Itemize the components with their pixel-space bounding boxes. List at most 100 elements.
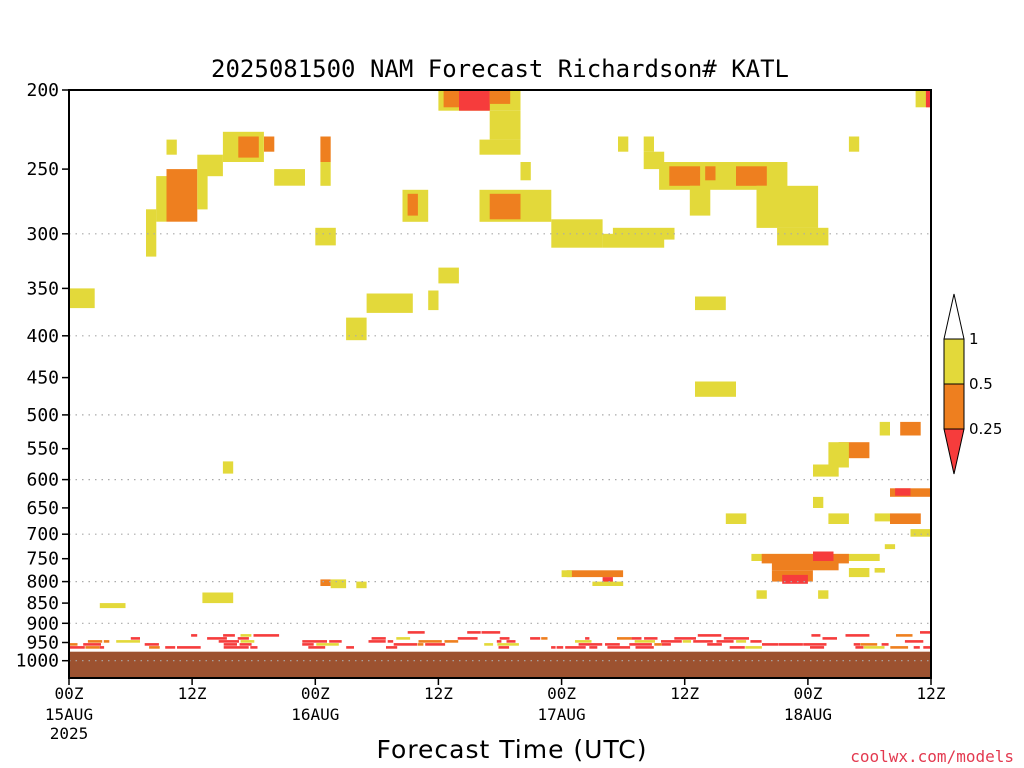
stability-cell — [146, 209, 157, 257]
stability-cell — [315, 227, 336, 246]
stability-cell — [923, 646, 931, 649]
stability-cell — [459, 90, 490, 111]
y-tick-label: 400 — [26, 326, 59, 347]
stability-cell — [777, 227, 829, 246]
stability-cell — [750, 640, 762, 643]
stability-cell — [438, 267, 459, 284]
stability-cell — [386, 646, 398, 649]
stability-cell — [156, 176, 167, 222]
stability-cell — [884, 544, 896, 550]
stability-cell — [848, 136, 860, 152]
stability-cell — [222, 461, 234, 474]
stability-cell — [761, 553, 849, 564]
y-tick-label: 550 — [26, 439, 59, 460]
stability-cell — [654, 643, 662, 646]
stability-cell — [497, 643, 519, 646]
stability-cell — [863, 646, 885, 649]
y-axis: 200 250 300 350 400 450 500 550 600 650 700 7508008… — [16, 80, 69, 672]
stability-cell — [407, 193, 418, 216]
x-axis-label: Forecast Time (UTC) — [377, 735, 648, 764]
stability-cell — [910, 529, 931, 537]
stability-cell — [166, 169, 198, 222]
stability-cell — [223, 634, 235, 637]
x-tick-label: 12Z — [178, 684, 207, 703]
stability-cell — [223, 643, 237, 646]
stability-cell — [661, 640, 682, 643]
x-tick-label: 00Z — [301, 684, 330, 703]
stability-cell — [444, 640, 459, 643]
stability-cell — [69, 643, 78, 646]
stability-cell — [925, 90, 931, 108]
stability-cell — [197, 154, 208, 210]
stability-cell — [618, 136, 629, 152]
plot-frame — [68, 89, 932, 679]
stability-cell — [745, 646, 762, 649]
stability-cell — [874, 568, 885, 573]
stability-cell — [881, 643, 889, 646]
x-tick-label: 00Z — [55, 684, 84, 703]
stability-cell — [813, 464, 839, 477]
legend-swatch-above-1 — [943, 293, 965, 340]
stability-cell — [467, 631, 481, 634]
stability-cell — [705, 166, 716, 181]
credit-text: coolwx.com/models — [850, 747, 1014, 766]
x-date-label: 18AUG — [784, 705, 832, 724]
stability-cell — [629, 643, 652, 646]
stability-cell — [149, 646, 160, 649]
stability-cell — [855, 646, 864, 649]
stability-cell — [116, 640, 140, 643]
stability-cell — [551, 646, 556, 649]
stability-cell — [218, 640, 239, 643]
x-date-label: 17AUG — [538, 705, 586, 724]
stability-cell — [643, 151, 665, 170]
stability-cell — [346, 646, 354, 649]
stability-cell — [756, 590, 767, 599]
stability-cell — [83, 643, 101, 646]
stability-cell — [520, 162, 531, 181]
stability-cell — [756, 185, 819, 228]
stability-cell — [144, 643, 159, 646]
stability-cell — [578, 643, 603, 646]
stability-cell — [489, 193, 521, 220]
stability-cell — [778, 643, 803, 646]
stability-cell — [589, 646, 598, 649]
stability-cell — [635, 646, 654, 649]
legend-swatch-yellow — [943, 338, 965, 385]
stability-cell — [329, 640, 342, 643]
x-tick-label: 12Z — [917, 684, 946, 703]
stability-cell — [813, 496, 824, 508]
stability-cell — [575, 640, 592, 643]
stability-cell — [368, 640, 386, 643]
stability-cell — [904, 640, 924, 643]
stability-cell — [729, 646, 745, 649]
stability-cell — [207, 154, 223, 177]
stability-cell — [428, 290, 439, 311]
stability-cell — [695, 381, 736, 397]
stability-cell — [250, 646, 258, 649]
y-tick-label: 850 — [26, 593, 59, 614]
stability-cell — [407, 631, 425, 634]
stability-cell — [736, 166, 767, 186]
stability-cell — [566, 570, 624, 578]
stability-cell — [371, 637, 386, 640]
stability-cell — [896, 634, 913, 637]
stability-cell — [890, 513, 921, 524]
stability-cell — [387, 640, 394, 643]
stability-cell — [238, 136, 259, 158]
stability-cell — [813, 551, 834, 561]
stability-cell — [484, 643, 494, 646]
stability-cell — [479, 139, 521, 155]
stability-cell — [425, 643, 446, 646]
stability-cell — [879, 421, 890, 436]
stability-cell — [253, 634, 280, 637]
stability-cell — [900, 421, 921, 436]
x-date-label: 16AUG — [291, 705, 339, 724]
stability-cell — [418, 640, 442, 643]
x-tick-label: 00Z — [793, 684, 822, 703]
stability-cell — [240, 640, 255, 643]
stability-cell — [496, 640, 502, 643]
stability-cell — [860, 643, 878, 646]
stability-cell — [202, 592, 234, 604]
